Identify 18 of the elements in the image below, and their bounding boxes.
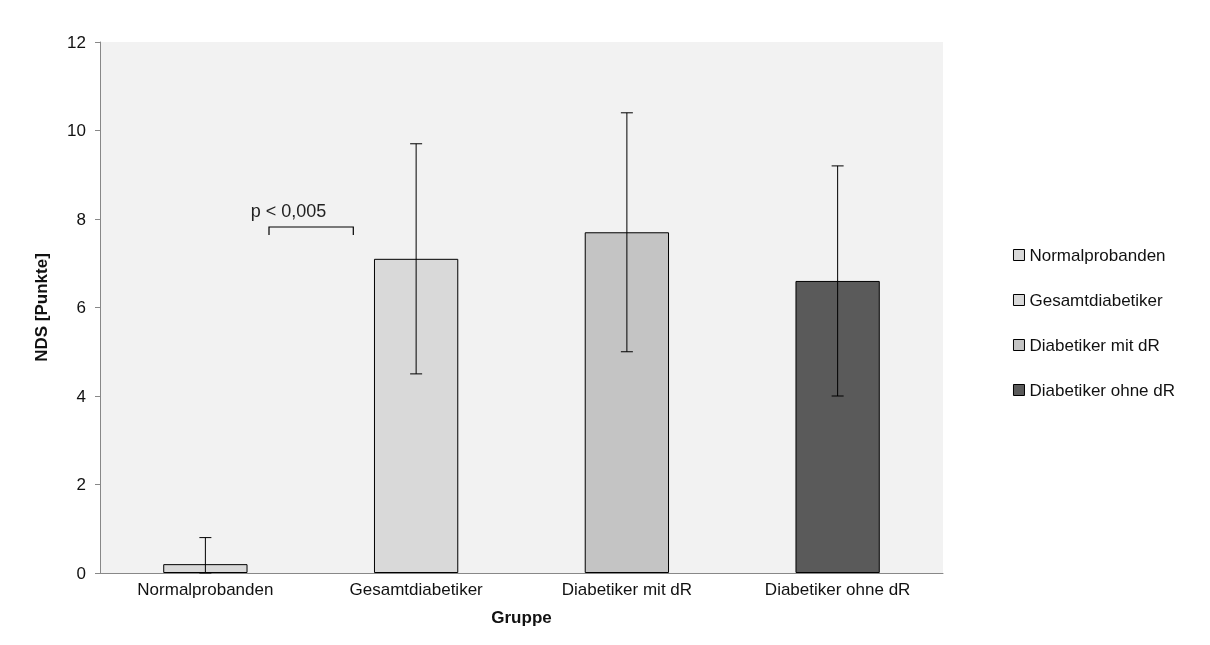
y-tick-label: 12 <box>67 32 86 52</box>
y-tick-label: 10 <box>67 121 86 140</box>
x-tick-label: Diabetiker ohne dR <box>764 580 911 599</box>
x-tick-label: Diabetiker mit dR <box>561 580 693 599</box>
x-tick-label: Normalprobanden <box>137 580 274 599</box>
y-tick-label: 4 <box>76 386 86 406</box>
legend-label: Diabetiker mit dR <box>1029 335 1160 355</box>
legend-label: Normalprobanden <box>1029 245 1166 265</box>
y-tick-label: 0 <box>76 563 86 583</box>
annotation: p < 0,005 <box>250 201 327 221</box>
y-tick-label: 6 <box>76 298 86 317</box>
legend-label: Gesamtdiabetiker <box>1029 290 1164 310</box>
y-tick-label: 2 <box>76 475 86 494</box>
y-tick-label: 8 <box>76 209 86 229</box>
legend-label: Diabetiker ohne dR <box>1029 380 1175 400</box>
x-axis-title: Gruppe <box>491 608 552 627</box>
x-tick-label: Gesamtdiabetiker <box>349 580 484 599</box>
y-axis-title: NDS [Punkte] <box>32 253 51 362</box>
